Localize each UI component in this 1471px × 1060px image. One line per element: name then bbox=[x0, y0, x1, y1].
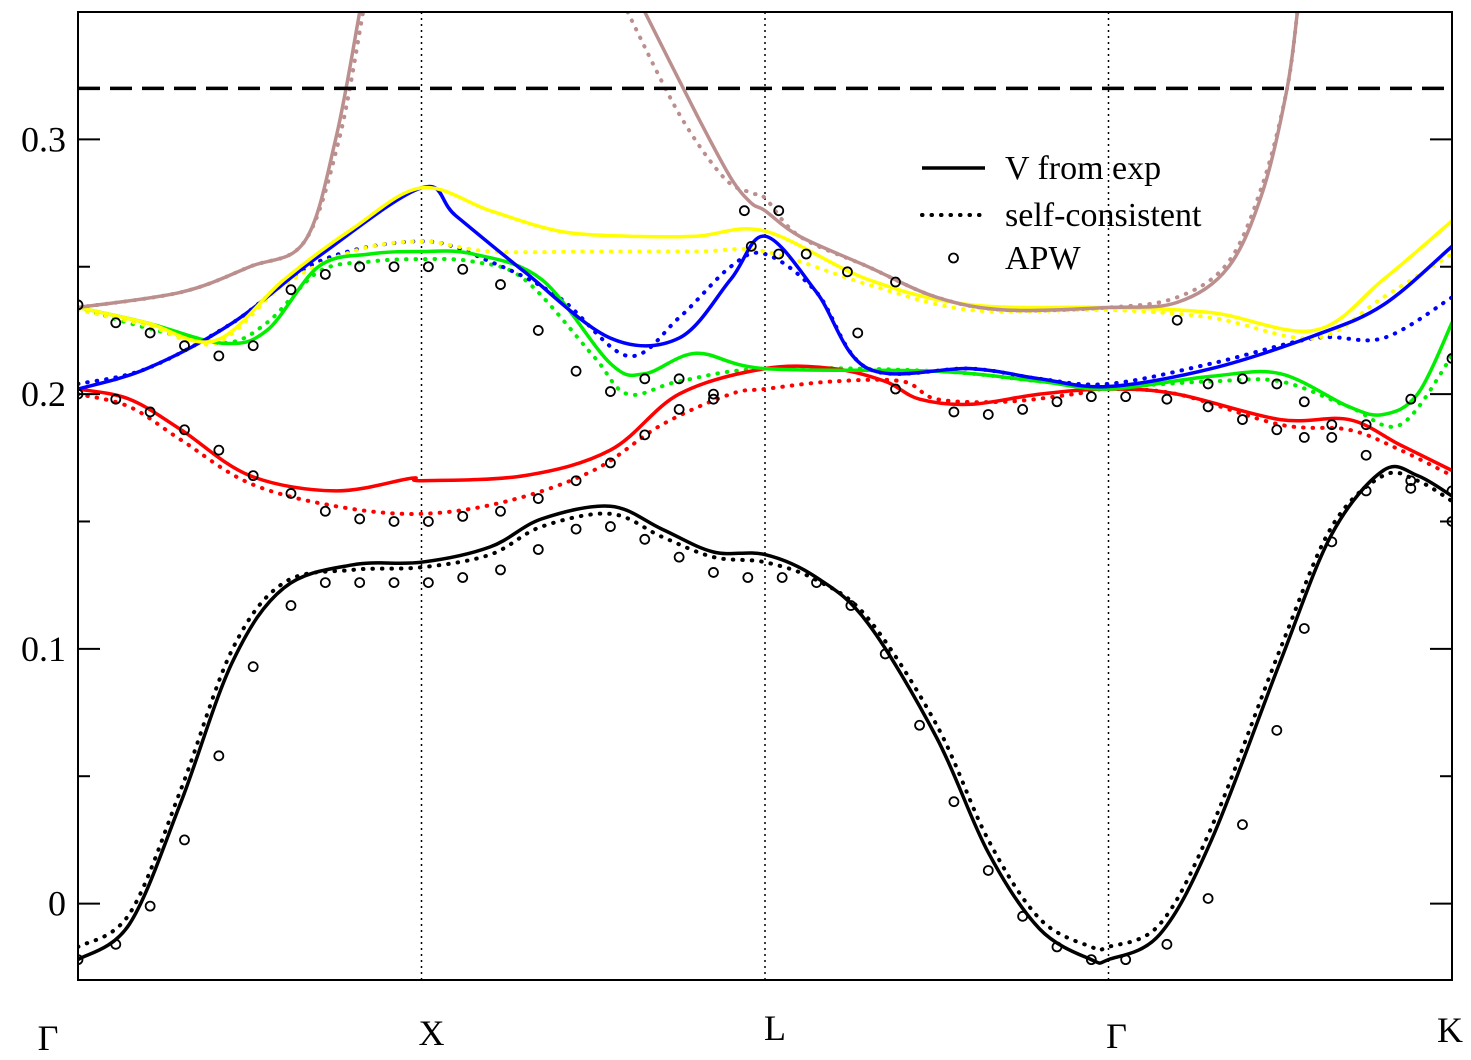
apw-point-83 bbox=[390, 262, 399, 271]
apw-point-5 bbox=[249, 662, 258, 671]
apw-point-49 bbox=[390, 517, 399, 526]
apw-point-103 bbox=[1204, 379, 1213, 388]
apw-point-86 bbox=[496, 280, 505, 289]
apw-point-3 bbox=[180, 835, 189, 844]
kpoint-label-2: L bbox=[764, 1008, 786, 1048]
y-tick-label-2: 0.2 bbox=[21, 374, 66, 414]
apw-point-9 bbox=[390, 578, 399, 587]
apw-point-10 bbox=[424, 578, 433, 587]
apw-point-32 bbox=[1204, 894, 1213, 903]
apw-point-61 bbox=[1018, 405, 1027, 414]
legend-label-2: APW bbox=[1005, 240, 1081, 277]
apw-point-27 bbox=[1018, 912, 1027, 921]
apw-point-87 bbox=[534, 326, 543, 335]
apw-point-99 bbox=[853, 328, 862, 337]
apw-point-12 bbox=[496, 565, 505, 574]
apw-point-79 bbox=[249, 341, 258, 350]
apw-point-35 bbox=[1300, 624, 1309, 633]
apw-point-47 bbox=[321, 507, 330, 516]
apw-point-16 bbox=[640, 535, 649, 544]
apw-point-26 bbox=[984, 866, 993, 875]
apw-point-15 bbox=[606, 522, 615, 531]
band-lines bbox=[78, 12, 1452, 980]
band-series-13-dotted bbox=[628, 12, 1298, 311]
apw-point-4 bbox=[214, 751, 223, 760]
apw-point-8 bbox=[355, 578, 364, 587]
apw-point-11 bbox=[458, 573, 467, 582]
band-series-12-solid bbox=[645, 12, 1298, 311]
apw-point-71 bbox=[1362, 451, 1371, 460]
apw-point-56 bbox=[640, 430, 649, 439]
apw-point-106 bbox=[1300, 397, 1309, 406]
apw-point-78 bbox=[214, 351, 223, 360]
y-tick-label-0: 0 bbox=[48, 884, 66, 924]
apw-point-69 bbox=[1300, 433, 1309, 442]
chart-overlay: 0 0.1 0.2 0.3 Γ X L Γ K V from exp self-consistent… bbox=[21, 12, 1463, 1058]
apw-point-85 bbox=[458, 265, 467, 274]
apw-point-31 bbox=[1162, 940, 1171, 949]
apw-point-52 bbox=[496, 507, 505, 516]
apw-point-50 bbox=[424, 517, 433, 526]
apw-point-57 bbox=[675, 405, 684, 414]
apw-point-90 bbox=[640, 374, 649, 383]
apw-point-84 bbox=[424, 262, 433, 271]
apw-point-25 bbox=[949, 797, 958, 806]
apw-point-93 bbox=[740, 206, 749, 215]
apw-point-62 bbox=[1052, 397, 1061, 406]
apw-point-65 bbox=[1162, 395, 1171, 404]
apw-point-17 bbox=[675, 553, 684, 562]
apw-point-14 bbox=[572, 525, 581, 534]
band-series-10-solid bbox=[78, 12, 360, 308]
apw-point-59 bbox=[949, 407, 958, 416]
apw-point-34 bbox=[1272, 726, 1281, 735]
apw-point-18 bbox=[709, 568, 718, 577]
kpoint-label-1: X bbox=[419, 1013, 445, 1053]
apw-point-19 bbox=[743, 573, 752, 582]
apw-point-2 bbox=[146, 902, 155, 911]
apw-point-24 bbox=[915, 721, 924, 730]
apw-point-88 bbox=[572, 367, 581, 376]
apw-point-60 bbox=[984, 410, 993, 419]
band-series-1-dotted bbox=[78, 473, 1452, 951]
apw-point-6 bbox=[286, 601, 295, 610]
apw-point-89 bbox=[606, 387, 615, 396]
apw-point-53 bbox=[534, 494, 543, 503]
apw-point-63 bbox=[1087, 392, 1096, 401]
apw-point-70 bbox=[1327, 433, 1336, 442]
legend-label-1: self-consistent bbox=[1005, 197, 1202, 234]
kpoint-label-4: K bbox=[1437, 1010, 1463, 1050]
y-tick-label-1: 0.1 bbox=[21, 629, 66, 669]
legend-swatch-circle bbox=[949, 254, 958, 263]
apw-point-13 bbox=[534, 545, 543, 554]
apw-point-68 bbox=[1272, 425, 1281, 434]
y-tick-label-3: 0.3 bbox=[21, 119, 66, 159]
apw-point-48 bbox=[355, 514, 364, 523]
legend-label-0: V from exp bbox=[1005, 150, 1161, 187]
apw-point-51 bbox=[458, 512, 467, 521]
apw-point-33 bbox=[1238, 820, 1247, 829]
apw-point-80 bbox=[286, 285, 295, 294]
apw-point-81 bbox=[321, 270, 330, 279]
kpoint-label-3: Γ bbox=[1106, 1016, 1127, 1056]
apw-point-20 bbox=[778, 573, 787, 582]
kpoint-label-0: Γ bbox=[38, 1018, 59, 1058]
apw-point-66 bbox=[1204, 402, 1213, 411]
apw-point-102 bbox=[1173, 316, 1182, 325]
apw-point-64 bbox=[1121, 392, 1130, 401]
apw-point-44 bbox=[214, 446, 223, 455]
apw-point-7 bbox=[321, 578, 330, 587]
apw-point-67 bbox=[1238, 415, 1247, 424]
